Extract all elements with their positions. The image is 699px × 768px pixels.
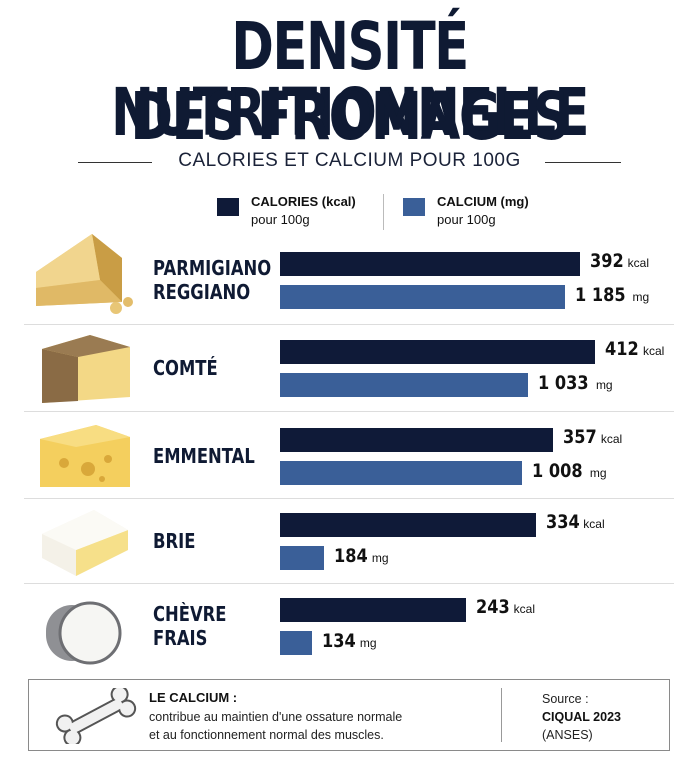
calcium-value-label: 1 033 mg — [538, 372, 613, 394]
legend-calories-swatch — [217, 198, 239, 216]
calcium-bar — [280, 461, 523, 485]
calcium-bar — [280, 373, 529, 397]
cheese-label: EMMENTAL — [153, 444, 255, 468]
row-separator — [24, 498, 674, 499]
cheese-label: PARMIGIANO REGGIANO — [153, 256, 272, 304]
page-title-line2: DES FROMAGES — [130, 78, 570, 155]
row-separator — [24, 583, 674, 584]
calcium-info-line1: contribue au maintien d'une ossature nor… — [149, 710, 403, 724]
calories-value-label: 334 kcal — [545, 511, 605, 533]
comte-icon — [42, 335, 130, 403]
calories-bar — [280, 428, 554, 452]
legend-calories-sub: pour 100g — [251, 212, 310, 227]
chevre-icon — [46, 601, 122, 665]
calcium-value-label: 134 mg — [322, 630, 377, 652]
page-title-line1: DENSITÉ NUTRITIONNELLE — [110, 8, 590, 151]
calcium-bar — [280, 546, 325, 570]
legend-calcium-sub: pour 100g — [437, 212, 496, 227]
calcium-value-label: 1 185 mg — [575, 284, 650, 306]
row-separator — [24, 411, 674, 412]
calories-bar — [280, 598, 466, 622]
calcium-bar — [280, 631, 313, 655]
source-name: CIQUAL 2023 — [542, 710, 621, 724]
legend-calcium-label: CALCIUM (mg) — [437, 194, 529, 209]
calories-value-label: 412 kcal — [605, 338, 665, 360]
calories-bar — [280, 340, 596, 364]
source-label: Source : — [542, 692, 589, 706]
calories-bar — [280, 513, 536, 537]
cheese-label: COMTÉ — [153, 356, 218, 380]
brie-icon — [42, 510, 128, 576]
calories-value-label: 243 kcal — [475, 596, 535, 618]
footer-divider — [501, 688, 502, 742]
legend-calcium-swatch — [403, 198, 425, 216]
subtitle-rule-right — [545, 162, 621, 163]
cheese-label: CHÈVRE FRAIS — [153, 602, 227, 650]
subtitle-row: CALORIES ET CALCIUM POUR 100G — [0, 150, 699, 174]
legend-divider — [383, 194, 384, 230]
cheese-label: BRIE — [153, 529, 196, 553]
subtitle-rule-left — [78, 162, 152, 163]
subtitle: CALORIES ET CALCIUM POUR 100G — [178, 150, 521, 171]
parmesan-icon — [36, 234, 133, 314]
row-separator — [24, 324, 674, 325]
calories-value-label: 357 kcal — [563, 426, 623, 448]
source-org: (ANSES) — [542, 728, 593, 742]
calories-bar — [280, 252, 580, 276]
calcium-bar — [280, 285, 565, 309]
calcium-value-label: 184 mg — [334, 545, 389, 567]
calories-value-label: 392 kcal — [590, 250, 650, 272]
calcium-info-box: LE CALCIUM : contribue au maintien d'une… — [28, 679, 670, 751]
calcium-info-title: LE CALCIUM : — [149, 690, 238, 705]
emmental-icon — [40, 425, 130, 487]
bone-icon — [55, 688, 137, 744]
calcium-info-line2: et au fonctionnement normal des muscles. — [149, 728, 384, 742]
calcium-value-label: 1 008 mg — [532, 460, 607, 482]
legend-calories-label: CALORIES (kcal) — [251, 194, 356, 209]
